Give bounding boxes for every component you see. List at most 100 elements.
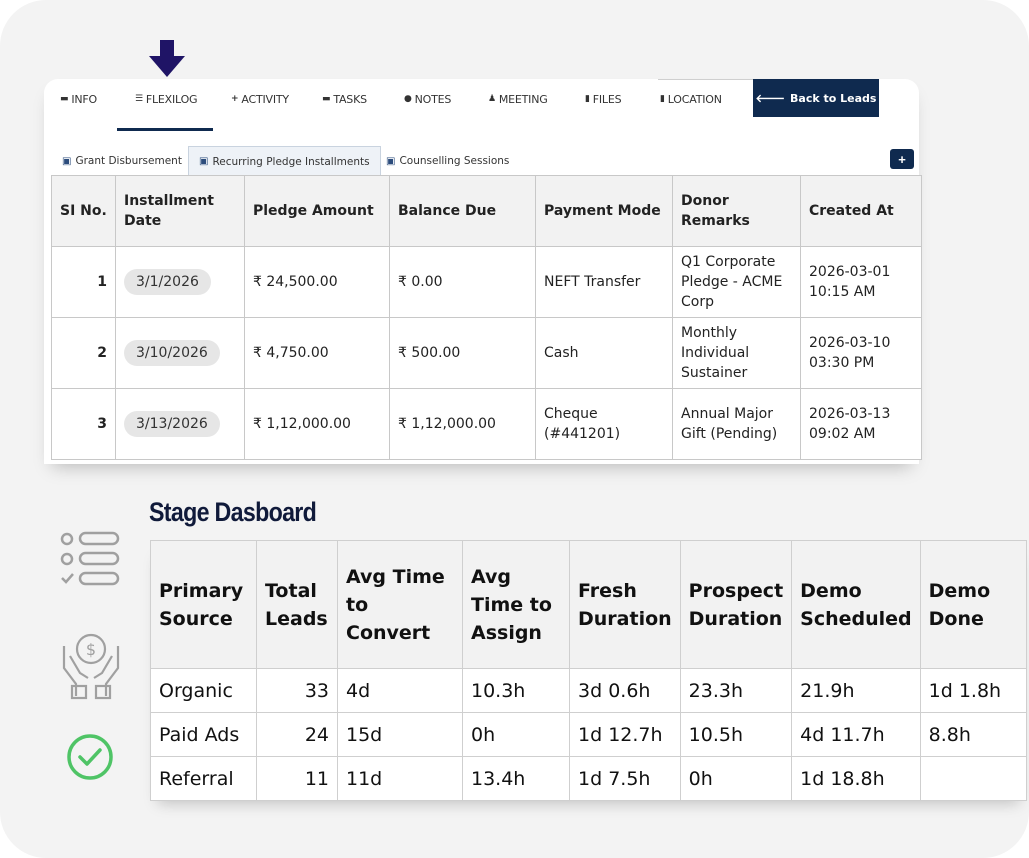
- leads-cell: 33: [256, 668, 338, 713]
- si-cell: 2: [51, 317, 116, 389]
- prospect-cell: 0h: [679, 756, 793, 801]
- side-icons: $: [60, 531, 120, 780]
- mode-cell: NEFT Transfer: [535, 246, 673, 318]
- column-header: Installment Date: [115, 175, 245, 247]
- si-cell: 3: [51, 388, 116, 460]
- column-header: Primary Source: [150, 540, 257, 669]
- date-pill: 3/1/2026: [124, 269, 211, 295]
- pledge-installments-table: SI No. Installment Date Pledge Amount Ba…: [51, 175, 922, 460]
- column-header: Created At: [800, 175, 922, 247]
- fresh-cell: 1d 7.5h: [569, 756, 681, 801]
- table-row: Referral 11 11d 13.4h 1d 7.5h 0h 1d 18.8…: [150, 756, 1027, 801]
- assign-cell: 10.3h: [462, 668, 570, 713]
- tab-location[interactable]: ▮ LOCATION: [660, 92, 722, 106]
- assign-cell: 13.4h: [462, 756, 570, 801]
- balance-cell: ₹ 1,12,000.00: [389, 388, 536, 460]
- subtab-counselling-sessions[interactable]: ▣ Counselling Sessions: [386, 155, 510, 167]
- money-hands-icon: $: [62, 633, 120, 700]
- table-row: 3 3/13/2026 ₹ 1,12,000.00 ₹ 1,12,000.00 …: [51, 388, 922, 460]
- pledge-cell: ₹ 24,500.00: [244, 246, 390, 318]
- tab-info[interactable]: ▬ INFO: [60, 92, 97, 106]
- demo-scheduled-cell: 1d 18.8h: [791, 756, 921, 801]
- svg-text:$: $: [86, 640, 96, 659]
- comments-icon: ●: [404, 94, 412, 104]
- pledge-cell: ₹ 1,12,000.00: [244, 388, 390, 460]
- balance-cell: ₹ 0.00: [389, 246, 536, 318]
- table-row: Paid Ads 24 15d 0h 1d 12.7h 10.5h 4d 11.…: [150, 712, 1027, 757]
- down-arrow-icon: [149, 40, 185, 77]
- tab-meeting[interactable]: ♟ MEETING: [488, 92, 548, 106]
- list-icon: ▬: [322, 94, 331, 104]
- prospect-cell: 23.3h: [679, 668, 793, 713]
- add-record-button[interactable]: +: [890, 149, 914, 169]
- checklist-icon: [60, 531, 120, 586]
- date-cell: 3/1/2026: [115, 246, 245, 318]
- created-cell: 2026-03-01 10:15 AM: [800, 246, 922, 318]
- column-header: Payment Mode: [535, 175, 673, 247]
- table-row: Organic 33 4d 10.3h 3d 0.6h 23.3h 21.9h …: [150, 668, 1027, 713]
- date-cell: 3/10/2026: [115, 317, 245, 389]
- tab-activity[interactable]: + ACTIVITY: [231, 92, 289, 106]
- prospect-cell: 10.5h: [679, 712, 793, 757]
- file-icon: ▮: [585, 94, 590, 104]
- si-cell: 1: [51, 246, 116, 318]
- source-cell: Organic: [150, 668, 257, 713]
- assign-cell: 0h: [462, 712, 570, 757]
- source-cell: Paid Ads: [150, 712, 257, 757]
- date-pill: 3/10/2026: [124, 340, 220, 366]
- leads-cell: 24: [256, 712, 338, 757]
- column-header: Avg Time to Assign: [462, 540, 570, 669]
- created-cell: 2026-03-13 09:02 AM: [800, 388, 922, 460]
- table-row: 1 3/1/2026 ₹ 24,500.00 ₹ 0.00 NEFT Trans…: [51, 246, 922, 318]
- plus-icon: +: [231, 94, 239, 104]
- column-header: Demo Done: [919, 540, 1027, 669]
- tab-tasks[interactable]: ▬ TASKS: [322, 92, 367, 106]
- demo-done-cell: [919, 756, 1027, 801]
- column-header: Prospect Duration: [679, 540, 793, 669]
- stage-dashboard-table: Primary Source Total Leads Avg Time to C…: [150, 540, 1027, 801]
- tab-notes[interactable]: ● NOTES: [404, 92, 452, 106]
- stage-dashboard-title: Stage Dasboard: [149, 497, 317, 527]
- mode-cell: Cheque (#441201): [535, 388, 673, 460]
- demo-scheduled-cell: 4d 11.7h: [791, 712, 921, 757]
- table-header-row: SI No. Installment Date Pledge Amount Ba…: [51, 175, 922, 247]
- remarks-cell: Monthly Individual Sustainer: [672, 317, 801, 389]
- column-header: Donor Remarks: [672, 175, 801, 247]
- column-header: Demo Scheduled: [791, 540, 921, 669]
- document-icon: ▣: [62, 155, 72, 167]
- source-cell: Referral: [150, 756, 257, 801]
- tab-flexilog[interactable]: ☰ FLEXILOG: [135, 92, 198, 106]
- pledge-cell: ₹ 4,750.00: [244, 317, 390, 389]
- subtab-grant-disbursement[interactable]: ▣ Grant Disbursement: [62, 155, 182, 167]
- active-tab-indicator: [117, 128, 213, 131]
- column-header: Balance Due: [389, 175, 536, 247]
- table-header-row: Primary Source Total Leads Avg Time to C…: [150, 540, 1027, 669]
- arrow-left-icon: 🡐: [755, 92, 786, 105]
- back-to-leads-button[interactable]: 🡐 Back to Leads: [753, 79, 879, 117]
- column-header: Pledge Amount: [244, 175, 390, 247]
- column-header: Fresh Duration: [569, 540, 681, 669]
- subtab-recurring-pledge[interactable]: ▣ Recurring Pledge Installments: [188, 146, 381, 176]
- demo-done-cell: 1d 1.8h: [919, 668, 1027, 713]
- remarks-cell: Q1 Corporate Pledge - ACME Corp: [672, 246, 801, 318]
- users-icon: ♟: [488, 94, 496, 104]
- tab-files[interactable]: ▮ FILES: [585, 92, 622, 106]
- file-icon: ▮: [660, 94, 665, 104]
- column-header: Total Leads: [256, 540, 338, 669]
- document-icon: ▣: [386, 155, 396, 167]
- date-cell: 3/13/2026: [115, 388, 245, 460]
- balance-cell: ₹ 500.00: [389, 317, 536, 389]
- column-header: Avg Time to Convert: [337, 540, 463, 669]
- column-header: SI No.: [51, 175, 116, 247]
- tab-divider: [658, 79, 753, 80]
- subtab-bar: ▣ Grant Disbursement ▣ Recurring Pledge …: [44, 146, 919, 176]
- convert-cell: 4d: [337, 668, 463, 713]
- demo-scheduled-cell: 21.9h: [791, 668, 921, 713]
- fresh-cell: 1d 12.7h: [569, 712, 681, 757]
- tab-bar: ▬ INFO ☰ FLEXILOG + ACTIVITY ▬ TASKS ● N…: [44, 79, 919, 131]
- fresh-cell: 3d 0.6h: [569, 668, 681, 713]
- convert-cell: 15d: [337, 712, 463, 757]
- check-circle-icon: [67, 734, 113, 780]
- leads-cell: 11: [256, 756, 338, 801]
- date-pill: 3/13/2026: [124, 411, 220, 437]
